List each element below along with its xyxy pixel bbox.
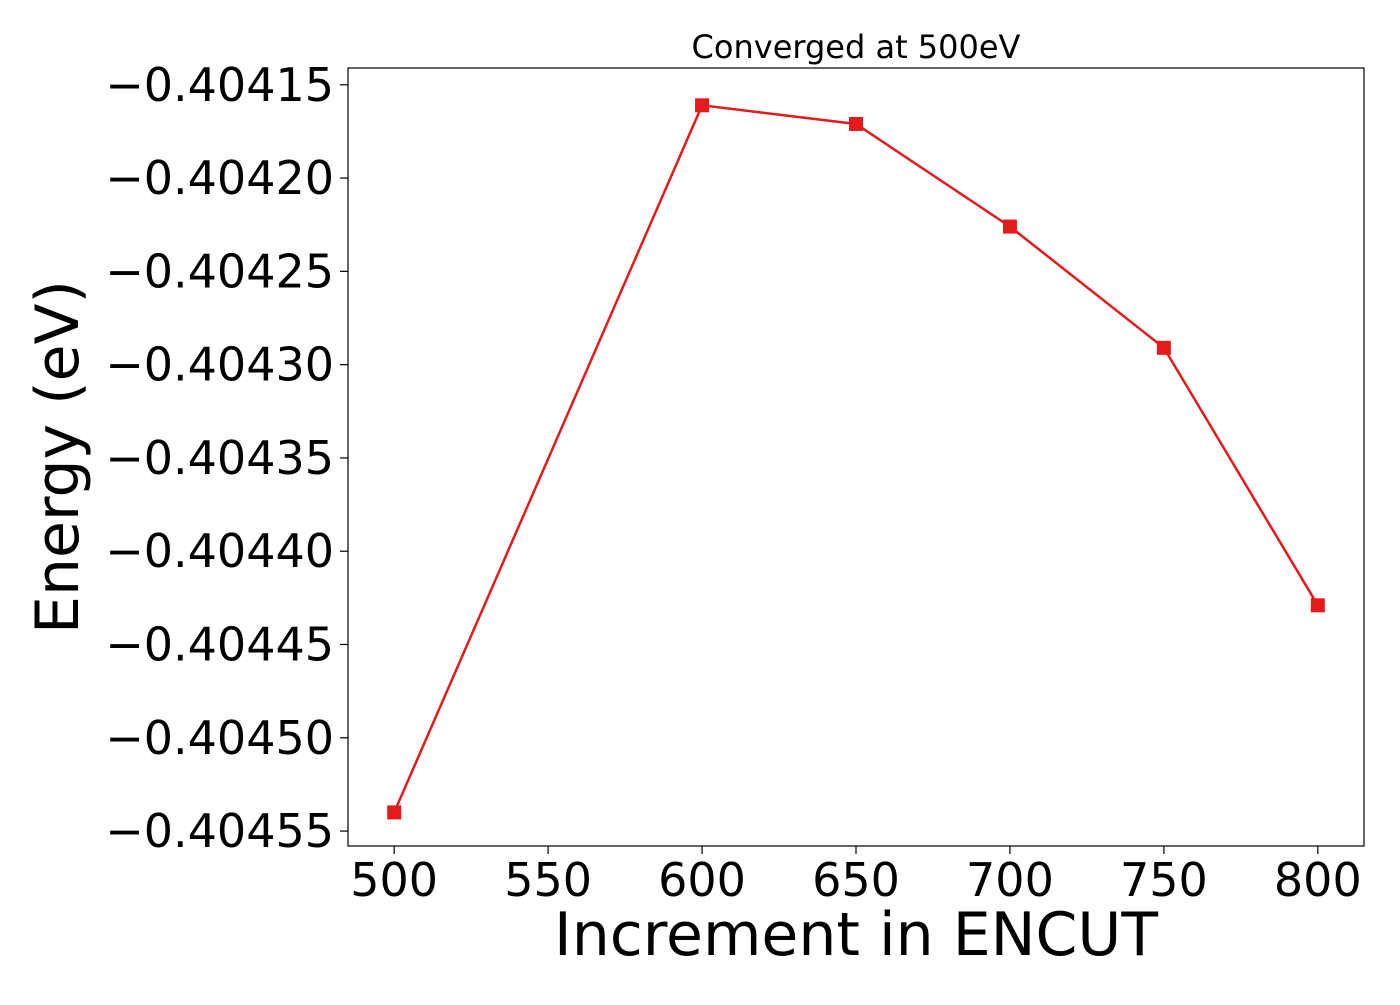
data-point xyxy=(1310,598,1325,613)
data-point xyxy=(1002,219,1017,234)
y-axis-ticks: −0.40455 −0.40450 −0.40445 −0.40440 −0.40435… xyxy=(105,58,348,858)
x-tick-label: 500 xyxy=(350,853,438,907)
y-tick-label: −0.40455 xyxy=(105,804,334,858)
data-point xyxy=(1156,340,1171,355)
series-line xyxy=(393,103,1319,813)
data-point xyxy=(387,805,402,820)
x-tick-label: 550 xyxy=(504,853,592,907)
x-tick-label: 650 xyxy=(812,853,900,907)
x-tick-label: 800 xyxy=(1274,853,1362,907)
y-tick-label: −0.40435 xyxy=(105,431,334,485)
y-axis-label: Energy (eV) xyxy=(23,280,93,634)
x-axis-ticks: 500 550 600 650 700 750 800 xyxy=(350,846,1362,907)
x-tick-label: 700 xyxy=(966,853,1054,907)
data-point xyxy=(695,98,710,113)
x-axis-label: Increment in ENCUT xyxy=(554,900,1158,970)
y-tick-label: −0.40415 xyxy=(105,58,334,112)
y-tick-label: −0.40445 xyxy=(105,618,334,672)
y-tick-label: −0.40420 xyxy=(105,151,334,205)
y-tick-label: −0.40440 xyxy=(105,524,334,578)
y-tick-label: −0.40450 xyxy=(105,711,334,765)
y-tick-label: −0.40430 xyxy=(105,338,334,392)
chart-title: Converged at 500eV xyxy=(692,28,1021,66)
data-point xyxy=(849,116,863,131)
x-tick-label: 750 xyxy=(1120,853,1208,907)
plot-frame xyxy=(347,67,1365,847)
plot-area xyxy=(387,98,1325,820)
y-tick-label: −0.40425 xyxy=(105,244,334,298)
x-tick-label: 600 xyxy=(658,853,746,907)
